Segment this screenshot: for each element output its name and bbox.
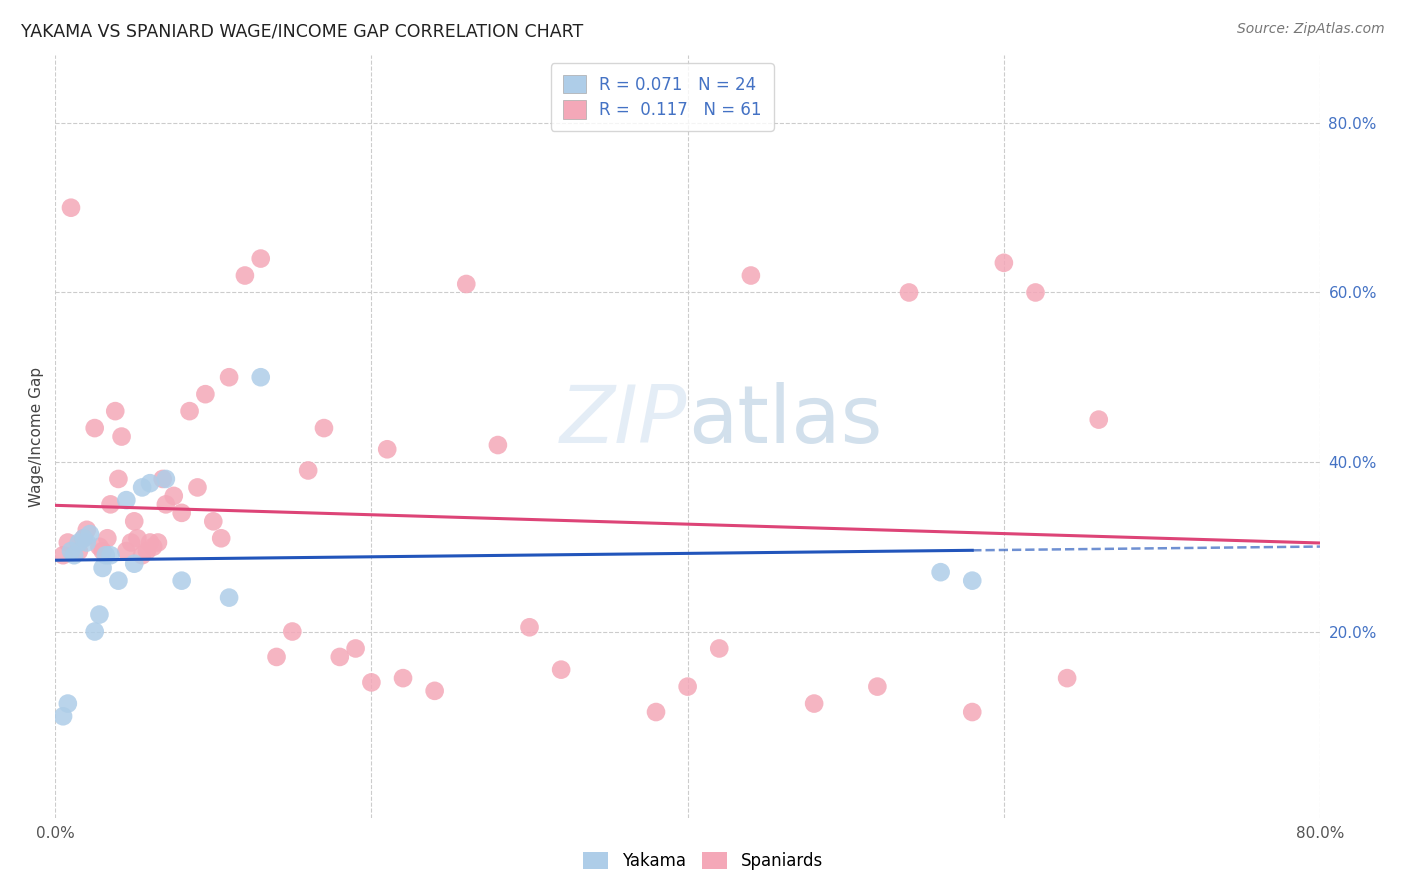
Point (266, 649, 288, 664)
Point (375, 442, 398, 457)
Point (152, 472, 174, 486)
Point (297, 463, 319, 477)
Point (131, 480, 153, 494)
Point (96, 531, 118, 545)
Point (122, 557, 145, 571)
Point (519, 620, 541, 634)
Point (163, 489, 186, 503)
Point (135, 544, 157, 558)
Point (67, 535, 90, 549)
Point (89, 607, 111, 622)
Point (179, 404, 201, 418)
Point (866, 680, 889, 694)
Point (122, 514, 145, 528)
Point (89, 540, 111, 554)
Point (281, 624, 304, 639)
Point (170, 574, 193, 588)
Point (131, 548, 153, 562)
Point (52, 709, 75, 723)
Legend: R = 0.071   N = 24, R =  0.117   N = 61: R = 0.071 N = 24, R = 0.117 N = 61 (551, 63, 773, 131)
Point (127, 531, 149, 545)
Point (962, 574, 984, 588)
Point (91, 544, 114, 558)
Point (898, 285, 921, 300)
Point (120, 535, 142, 549)
Point (676, 680, 699, 694)
Point (72, 531, 94, 545)
Point (63, 548, 86, 562)
Point (142, 540, 165, 554)
Point (76, 523, 98, 537)
Point (67, 544, 90, 558)
Point (329, 649, 352, 664)
Point (550, 663, 572, 677)
Point (218, 591, 240, 605)
Point (186, 480, 208, 494)
Point (803, 697, 825, 711)
Point (233, 268, 256, 283)
Text: atlas: atlas (688, 383, 882, 460)
Point (194, 387, 217, 401)
Point (218, 370, 240, 384)
Point (645, 705, 668, 719)
Point (100, 497, 122, 511)
Y-axis label: Wage/Income Gap: Wage/Income Gap (30, 367, 44, 507)
Point (993, 256, 1015, 270)
Point (76, 535, 98, 549)
Point (104, 404, 127, 418)
Point (155, 472, 177, 486)
Point (202, 514, 225, 528)
Point (139, 476, 162, 491)
Point (344, 641, 367, 656)
Point (56, 535, 79, 549)
Point (1024, 285, 1046, 300)
Point (392, 671, 415, 685)
Point (59, 544, 82, 558)
Point (1087, 412, 1109, 426)
Point (1056, 671, 1078, 685)
Point (139, 535, 162, 549)
Point (94, 548, 117, 562)
Point (56, 697, 79, 711)
Point (59, 201, 82, 215)
Point (110, 429, 132, 443)
Point (72, 531, 94, 545)
Point (486, 438, 509, 452)
Point (146, 535, 169, 549)
Point (312, 421, 335, 435)
Point (115, 544, 138, 558)
Text: ZIP: ZIP (560, 383, 688, 460)
Point (209, 531, 232, 545)
Point (107, 574, 129, 588)
Point (107, 472, 129, 486)
Point (91, 561, 114, 575)
Point (79, 527, 101, 541)
Point (115, 493, 138, 508)
Point (456, 277, 478, 291)
Point (155, 497, 177, 511)
Point (170, 506, 193, 520)
Point (249, 370, 271, 384)
Point (740, 268, 762, 283)
Text: Source: ZipAtlas.com: Source: ZipAtlas.com (1237, 22, 1385, 37)
Point (929, 565, 952, 579)
Point (962, 705, 984, 719)
Point (52, 548, 75, 562)
Legend: Yakama, Spaniards: Yakama, Spaniards (576, 845, 830, 877)
Point (249, 252, 271, 266)
Point (423, 683, 446, 698)
Point (83, 421, 105, 435)
Point (83, 624, 105, 639)
Text: YAKAMA VS SPANIARD WAGE/INCOME GAP CORRELATION CHART: YAKAMA VS SPANIARD WAGE/INCOME GAP CORRE… (21, 22, 583, 40)
Point (360, 675, 382, 690)
Point (100, 548, 122, 562)
Point (709, 641, 731, 656)
